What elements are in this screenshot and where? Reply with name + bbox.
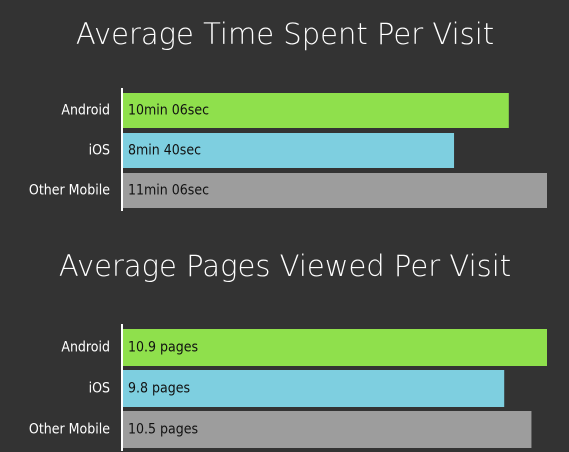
category-label: Other Mobile — [29, 183, 110, 199]
bar — [123, 329, 547, 366]
bar — [123, 133, 455, 168]
category-label: Android — [61, 103, 110, 119]
category-label: Other Mobile — [29, 422, 110, 438]
bar — [123, 370, 505, 407]
value-label: 9.8 pages — [128, 381, 190, 397]
bar — [123, 411, 532, 448]
value-label: 8min 40sec — [128, 143, 201, 159]
bar — [123, 173, 547, 208]
value-label: 10.9 pages — [128, 340, 198, 356]
category-label: iOS — [89, 381, 110, 397]
value-label: 10.5 pages — [128, 422, 198, 438]
value-label: 10min 06sec — [128, 103, 209, 119]
category-label: Android — [61, 340, 110, 356]
bar — [123, 93, 509, 128]
category-label: iOS — [89, 143, 110, 159]
chart-title: Average Time Spent Per Visit — [76, 17, 494, 51]
chart-title: Average Pages Viewed Per Visit — [59, 249, 511, 283]
value-label: 11min 06sec — [128, 183, 209, 199]
